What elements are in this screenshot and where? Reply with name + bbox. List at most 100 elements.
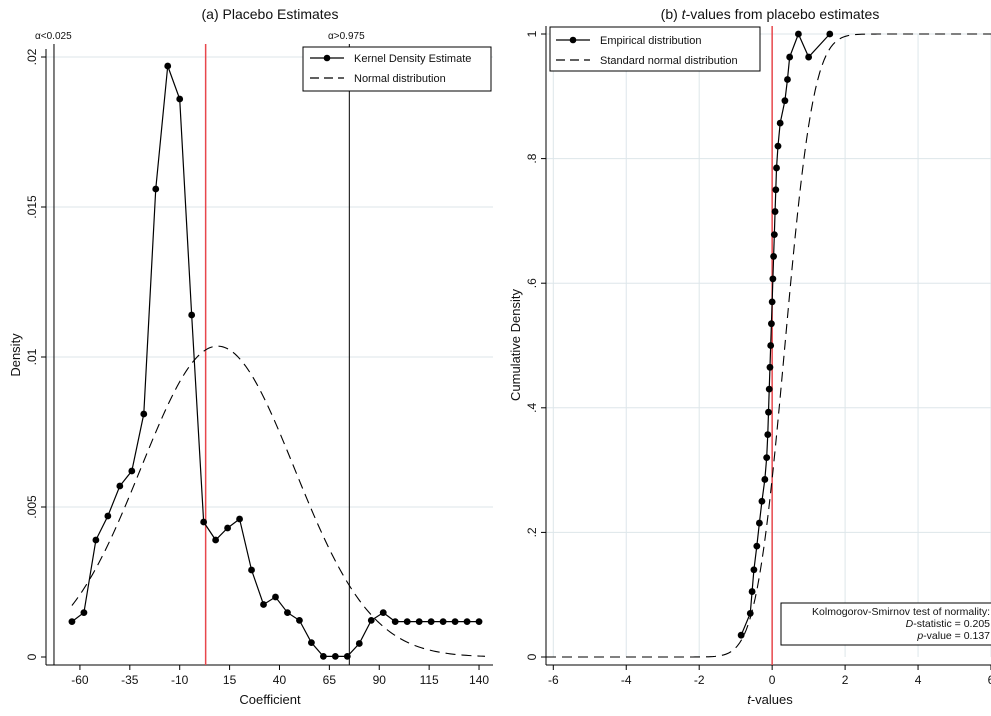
panel-b-data-point	[761, 476, 769, 483]
panel-b-data-point	[776, 119, 784, 127]
panel-a-y-tick-label: .01	[25, 348, 39, 365]
panel-a-legend: Kernel Density Estimate Normal distribut…	[302, 46, 492, 92]
panel-a-data-point	[475, 618, 483, 625]
panel-b-x-tick-label: 4	[915, 673, 922, 687]
panel-b-data-point	[774, 142, 782, 150]
panel-a-alpha-low-label: α<0.025	[35, 31, 72, 42]
panel-a-x-tick-label: -35	[121, 673, 139, 687]
panel-b-data-point	[755, 519, 763, 527]
panel-b-data-point	[763, 454, 771, 462]
panel-b-legend-empirical-marker	[569, 36, 577, 44]
panel-b-data-point	[784, 76, 791, 83]
panel-b-data-point	[795, 30, 802, 38]
panel-a-data-point	[188, 311, 196, 319]
panel-a-x-tick-label: 40	[273, 673, 287, 687]
panel-b-data-point	[826, 30, 834, 38]
panel-a-y-tick-label: .015	[25, 195, 39, 219]
panel-a-title: (a) Placebo Estimates	[202, 6, 339, 22]
panel-a-data-point	[343, 653, 351, 660]
panel-b-data-point	[753, 542, 761, 550]
panel-b-title: (b) t-values from placebo estimates	[661, 6, 880, 22]
ks-test-d-statistic: D-statistic = 0.205	[906, 618, 990, 630]
panel-b-data-point	[773, 164, 780, 172]
panel-b-data-point	[769, 275, 777, 283]
panel-b-x-tick-label: 0	[769, 673, 776, 687]
panel-a-data-point	[116, 482, 124, 490]
panel-a-data-point	[248, 566, 255, 574]
panel-b-data-point	[765, 385, 773, 393]
panel-a-reference-lines	[53, 44, 350, 665]
panel-a-data-point	[260, 601, 267, 608]
panel-a-alpha-high-label: α>0.975	[328, 31, 365, 42]
panel-b-legend-empirical-label: Empirical distribution	[600, 35, 701, 47]
panel-a-data-point	[331, 653, 339, 660]
panel-a-data-point	[68, 618, 76, 625]
panel-a-data-point	[212, 536, 220, 544]
panel-a-data-point	[80, 609, 88, 616]
panel-b-legend-normal-label: Standard normal distribution	[600, 55, 738, 67]
panel-a-grid	[46, 56, 493, 508]
panel-a-y-tick-label: .02	[25, 48, 39, 65]
panel-b-series	[546, 30, 991, 658]
panel-a-legend-kde-marker	[323, 54, 331, 62]
panel-a-x-tick-label: 15	[223, 673, 237, 687]
panel-b-data-point	[771, 208, 779, 215]
panel-a-data-point	[200, 518, 208, 526]
panel-b-x-tick-label: 2	[842, 673, 849, 687]
panel-a-data-point	[164, 62, 172, 70]
ks-test-box	[780, 602, 991, 646]
ks-test-annotation: Kolmogorov-Smirnov test of normality: D-…	[780, 602, 991, 646]
panel-b-x-axis-label: t-values	[747, 692, 793, 707]
panel-a-data-point	[272, 593, 279, 601]
panel-a-x-axis-label: Coefficient	[239, 692, 301, 707]
panel-b-data-point	[768, 320, 775, 328]
panel-a-x-tick-label: 115	[420, 673, 439, 687]
panel-a-data-point	[439, 618, 447, 625]
panel-b-data-point	[766, 363, 774, 371]
panel-a-x-tick-label: -60	[71, 673, 89, 687]
panel-a-axes: 0 .005 .01 .015 .02 -60 -35 -10 15 40 65 90 115 140	[25, 48, 493, 687]
panel-b-data-point	[786, 53, 794, 61]
panel-b-data-point	[770, 231, 778, 239]
panel-a-x-tick-label: 140	[469, 673, 489, 687]
panel-a-x-tick-label: 90	[373, 673, 387, 687]
panel-b-data-point	[772, 186, 780, 194]
panel-b-y-tick-label: .4	[525, 402, 539, 412]
panel-a-data-point	[391, 618, 399, 625]
panel-b-x-tick-label: -2	[694, 673, 705, 687]
panel-b-data-point	[746, 609, 754, 617]
panel-b-data-point	[805, 53, 813, 61]
panel-b-y-tick-label: 1	[525, 30, 539, 37]
panel-a-legend-normal-label: Normal distribution	[354, 73, 446, 85]
panel-a-data-point	[367, 617, 375, 624]
panel-b-x-tick-label: -6	[548, 673, 559, 687]
panel-a-series-line	[71, 65, 480, 658]
panel-b-axes: 0 .2 .4 .6 .8 1 -6 -4 -2 0 2 4 6	[525, 26, 991, 687]
panel-a-y-axis-label: Density	[8, 333, 23, 377]
panel-b: (b) t-values from placebo estimates t-va…	[508, 6, 991, 707]
panel-a-data-point	[152, 185, 160, 193]
panel-b-data-point	[764, 431, 772, 438]
panel-b-data-point	[765, 408, 772, 416]
panel-a-data-point	[463, 618, 471, 625]
panel-b-data-point	[758, 497, 766, 505]
panel-b-data-point	[781, 97, 789, 105]
panel-b-y-tick-label: .8	[525, 153, 539, 163]
panel-a-y-tick-label: 0	[25, 653, 39, 660]
panel-b-data-point	[748, 588, 756, 595]
panel-b-y-axis-label: Cumulative Density	[508, 289, 523, 401]
ks-test-title: Kolmogorov-Smirnov test of normality:	[812, 606, 990, 618]
panel-a-data-point	[403, 618, 411, 625]
panel-a-y-tick-label: .005	[25, 495, 39, 519]
panel-b-data-point	[768, 298, 776, 306]
panel-b-y-tick-label: .6	[525, 278, 539, 288]
panel-a-legend-kde-label: Kernel Density Estimate	[354, 53, 471, 65]
panel-b-series-line	[740, 32, 831, 636]
panel-b-y-tick-label: .2	[525, 527, 539, 537]
panel-a-data-point	[427, 618, 435, 625]
panel-a-x-tick-label: -10	[171, 673, 189, 687]
panel-a-data-point	[236, 515, 243, 523]
panel-a-normal-curve	[71, 345, 486, 657]
panel-b-x-tick-label: -4	[621, 673, 632, 687]
